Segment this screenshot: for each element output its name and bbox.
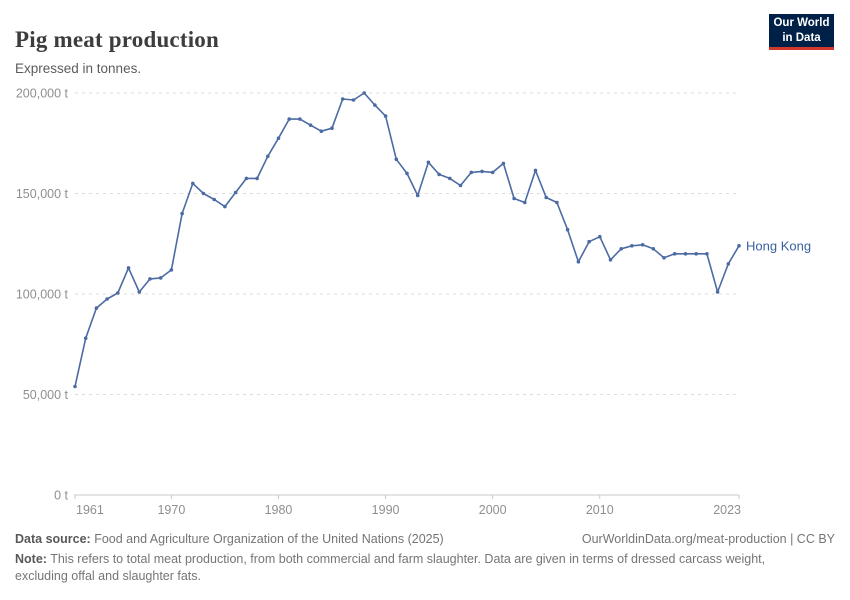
data-point-2005[interactable]: [544, 195, 548, 200]
data-point-1972[interactable]: [191, 181, 195, 186]
data-point-1991[interactable]: [394, 157, 399, 162]
series-line-hong-kong[interactable]: [74, 92, 740, 388]
owid-url-link[interactable]: OurWorldinData.org/meat-production | CC …: [581, 532, 835, 546]
data-point-1985[interactable]: [330, 126, 334, 130]
data-point-1961[interactable]: [73, 384, 77, 389]
data-point-1965[interactable]: [116, 291, 120, 295]
data-point-2015[interactable]: [651, 247, 656, 251]
data-point-1968[interactable]: [148, 277, 152, 281]
owid-logo[interactable]: Our World in Data: [769, 14, 834, 50]
data-point-1978[interactable]: [255, 176, 259, 181]
data-point-1999[interactable]: [480, 169, 484, 174]
y-tick-label-150000: 150,000 t: [16, 187, 69, 201]
data-point-2018[interactable]: [683, 252, 688, 256]
x-tick-label-2010: 2010: [586, 503, 614, 517]
data-point-1969[interactable]: [158, 276, 163, 280]
data-point-1976[interactable]: [233, 190, 238, 195]
data-point-1973[interactable]: [201, 191, 206, 196]
data-point-2019[interactable]: [694, 252, 698, 256]
note-text: This refers to total meat production, fr…: [15, 552, 766, 583]
data-point-1993[interactable]: [415, 193, 420, 198]
data-point-1982[interactable]: [298, 117, 302, 121]
x-tick-label-1961: 1961: [76, 503, 104, 517]
data-point-2021[interactable]: [715, 290, 720, 294]
page-title: Pig meat production: [15, 27, 219, 53]
data-point-1977[interactable]: [244, 176, 249, 181]
data-point-1989[interactable]: [373, 103, 377, 107]
data-point-2001[interactable]: [501, 161, 506, 166]
data-point-1984[interactable]: [319, 129, 324, 133]
data-point-1979[interactable]: [266, 154, 270, 159]
data-point-1994[interactable]: [426, 160, 431, 165]
data-point-2017[interactable]: [672, 252, 677, 256]
data-point-1987[interactable]: [351, 98, 356, 102]
data-point-2007[interactable]: [565, 227, 570, 232]
note-label: Note:: [15, 552, 47, 566]
data-point-1997[interactable]: [458, 183, 463, 188]
data-point-1970[interactable]: [169, 268, 174, 272]
data-point-2014[interactable]: [640, 243, 645, 247]
data-point-1966[interactable]: [126, 266, 131, 270]
data-point-2022[interactable]: [726, 262, 731, 266]
data-point-2003[interactable]: [523, 200, 527, 205]
data-point-1988[interactable]: [362, 91, 367, 95]
chart-subtitle: Expressed in tonnes.: [15, 60, 142, 76]
data-point-1975[interactable]: [223, 204, 227, 209]
data-point-2004[interactable]: [533, 168, 538, 173]
x-tick-label-2023: 2023: [713, 503, 741, 517]
x-tick-label-1980: 1980: [265, 503, 293, 517]
data-point-1995[interactable]: [437, 172, 441, 177]
data-point-2010[interactable]: [598, 234, 602, 239]
data-point-2002[interactable]: [512, 196, 516, 201]
data-point-1996[interactable]: [448, 176, 452, 181]
data-point-2012[interactable]: [619, 247, 623, 251]
data-point-1986[interactable]: [340, 97, 345, 101]
data-point-2008[interactable]: [576, 260, 581, 264]
data-point-1962[interactable]: [83, 336, 88, 341]
x-tick-label-1970: 1970: [157, 503, 185, 517]
data-point-2000[interactable]: [490, 170, 495, 175]
data-point-2013[interactable]: [630, 244, 634, 248]
data-point-2023[interactable]: [737, 244, 741, 248]
entity-label-hong-kong[interactable]: Hong Kong: [746, 238, 811, 253]
x-tick-label-1990: 1990: [372, 503, 400, 517]
data-point-2009[interactable]: [587, 239, 591, 244]
data-point-1981[interactable]: [287, 117, 292, 121]
data-point-2006[interactable]: [555, 200, 559, 205]
chart-note: Note: This refers to total meat producti…: [15, 551, 815, 585]
data-point-2016[interactable]: [662, 255, 666, 260]
owid-logo-line2: in Data: [782, 31, 821, 44]
data-source-text: Food and Agriculture Organization of the…: [90, 532, 444, 546]
data-point-1963[interactable]: [94, 306, 99, 310]
y-tick-label-0: 0 t: [54, 489, 68, 503]
chart-footer: Data source: Food and Agriculture Organi…: [15, 532, 835, 585]
data-point-1974[interactable]: [212, 197, 216, 202]
data-source-label: Data source:: [15, 532, 91, 546]
data-point-1998[interactable]: [469, 170, 474, 175]
data-point-2011[interactable]: [608, 258, 613, 262]
data-point-1983[interactable]: [308, 123, 313, 127]
data-point-1980[interactable]: [276, 136, 281, 140]
x-tick-label-2000: 2000: [479, 503, 507, 517]
data-source: Data source: Food and Agriculture Organi…: [15, 532, 444, 546]
y-tick-label-50000: 50,000 t: [23, 388, 69, 402]
y-tick-label-100000: 100,000 t: [16, 288, 69, 302]
data-point-1971[interactable]: [180, 211, 184, 216]
data-point-1967[interactable]: [137, 290, 142, 294]
owid-logo-line1: Our World: [773, 17, 830, 30]
data-point-1964[interactable]: [105, 297, 109, 301]
data-point-1992[interactable]: [405, 171, 409, 176]
data-point-2020[interactable]: [705, 252, 709, 256]
y-tick-label-200000: 200,000 t: [16, 87, 69, 101]
data-point-1990[interactable]: [383, 114, 388, 118]
